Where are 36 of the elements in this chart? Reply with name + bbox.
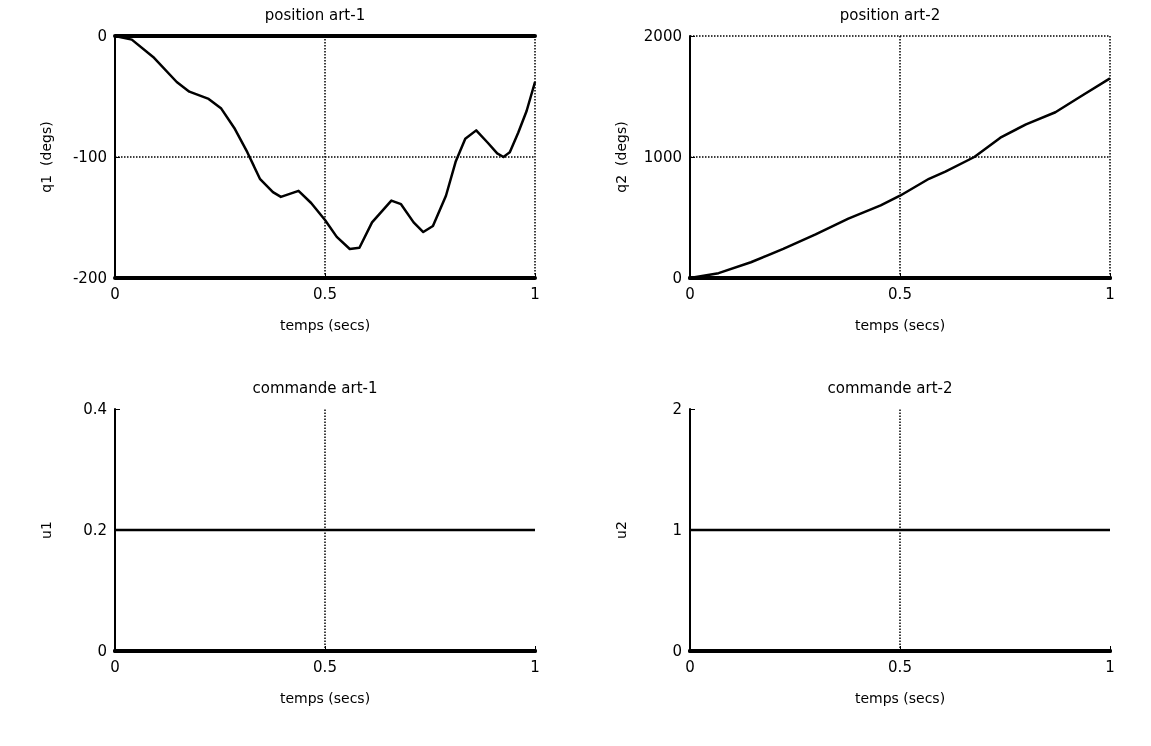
y-axis-title: u2 [613, 521, 629, 539]
x-tick-label: 0.5 [313, 657, 337, 676]
y-axis-title: q2 (degs) [613, 121, 629, 193]
y-tick-label: 0.4 [83, 400, 107, 418]
x-axis-title: temps (secs) [854, 690, 946, 706]
y-tick-label: -100 [72, 148, 107, 166]
y-tick-label: 0.2 [83, 521, 107, 539]
y-tick-label: 2000 [643, 27, 682, 45]
chart-title: position art-2 [839, 5, 941, 24]
y-tick-label: 0 [672, 642, 682, 660]
x-tick-label: 1 [530, 657, 540, 676]
chart-title: commande art-2 [827, 378, 953, 397]
x-tick-label: 0 [685, 657, 695, 676]
x-tick-label: 0 [110, 657, 120, 676]
y-tick-label: 1000 [643, 148, 682, 166]
y-tick-label: 2 [672, 400, 682, 418]
chart-title: commande art-1 [252, 378, 378, 397]
x-axis-title: temps (secs) [854, 317, 946, 333]
y-tick-label: 0 [97, 642, 107, 660]
y-tick-label: 1 [672, 521, 682, 539]
x-tick-label: 0.5 [313, 284, 337, 303]
y-tick-label: 0 [672, 269, 682, 287]
x-tick-label: 1 [1105, 657, 1115, 676]
x-tick-label: 1 [1105, 284, 1115, 303]
x-tick-label: 0.5 [888, 284, 912, 303]
x-tick-label: 0 [110, 284, 120, 303]
x-axis-title: temps (secs) [279, 317, 371, 333]
x-tick-label: 0.5 [888, 657, 912, 676]
y-tick-label: 0 [97, 27, 107, 45]
x-axis-title: temps (secs) [279, 690, 371, 706]
y-axis-title: u1 [38, 521, 54, 539]
chart-title: position art-1 [264, 5, 366, 24]
x-tick-label: 1 [530, 284, 540, 303]
x-tick-label: 0 [685, 284, 695, 303]
y-axis-title: q1 (degs) [38, 121, 54, 193]
y-tick-label: -200 [72, 269, 107, 287]
